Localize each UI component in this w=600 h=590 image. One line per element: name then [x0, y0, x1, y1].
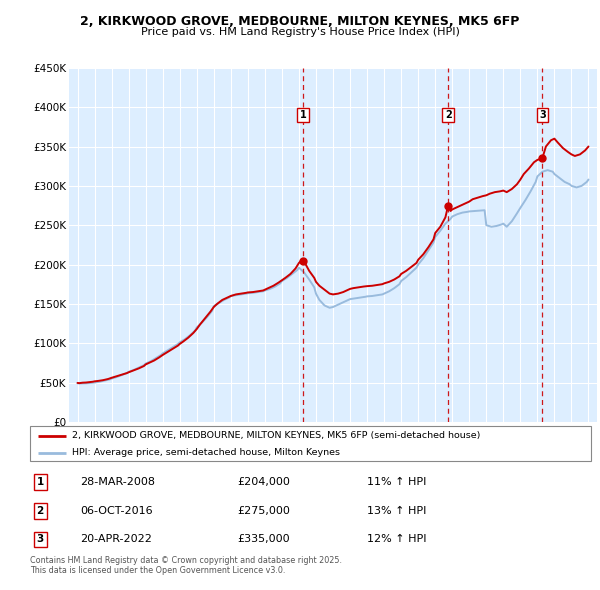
- Text: 1: 1: [299, 110, 306, 120]
- Text: £204,000: £204,000: [238, 477, 290, 487]
- Text: Contains HM Land Registry data © Crown copyright and database right 2025.: Contains HM Land Registry data © Crown c…: [30, 556, 342, 565]
- Text: £275,000: £275,000: [238, 506, 290, 516]
- Text: 06-OCT-2016: 06-OCT-2016: [80, 506, 153, 516]
- Text: 3: 3: [37, 535, 44, 545]
- Text: 2: 2: [445, 110, 452, 120]
- Text: 1: 1: [37, 477, 44, 487]
- Text: This data is licensed under the Open Government Licence v3.0.: This data is licensed under the Open Gov…: [30, 566, 286, 575]
- Text: 2: 2: [37, 506, 44, 516]
- Text: 11% ↑ HPI: 11% ↑ HPI: [367, 477, 426, 487]
- Text: Price paid vs. HM Land Registry's House Price Index (HPI): Price paid vs. HM Land Registry's House …: [140, 27, 460, 37]
- Text: 12% ↑ HPI: 12% ↑ HPI: [367, 535, 426, 545]
- Text: 28-MAR-2008: 28-MAR-2008: [80, 477, 155, 487]
- Text: 20-APR-2022: 20-APR-2022: [80, 535, 152, 545]
- Text: 2, KIRKWOOD GROVE, MEDBOURNE, MILTON KEYNES, MK5 6FP: 2, KIRKWOOD GROVE, MEDBOURNE, MILTON KEY…: [80, 15, 520, 28]
- Text: 3: 3: [539, 110, 546, 120]
- Text: 2, KIRKWOOD GROVE, MEDBOURNE, MILTON KEYNES, MK5 6FP (semi-detached house): 2, KIRKWOOD GROVE, MEDBOURNE, MILTON KEY…: [72, 431, 481, 440]
- Text: £335,000: £335,000: [238, 535, 290, 545]
- Text: 13% ↑ HPI: 13% ↑ HPI: [367, 506, 426, 516]
- Text: HPI: Average price, semi-detached house, Milton Keynes: HPI: Average price, semi-detached house,…: [72, 448, 340, 457]
